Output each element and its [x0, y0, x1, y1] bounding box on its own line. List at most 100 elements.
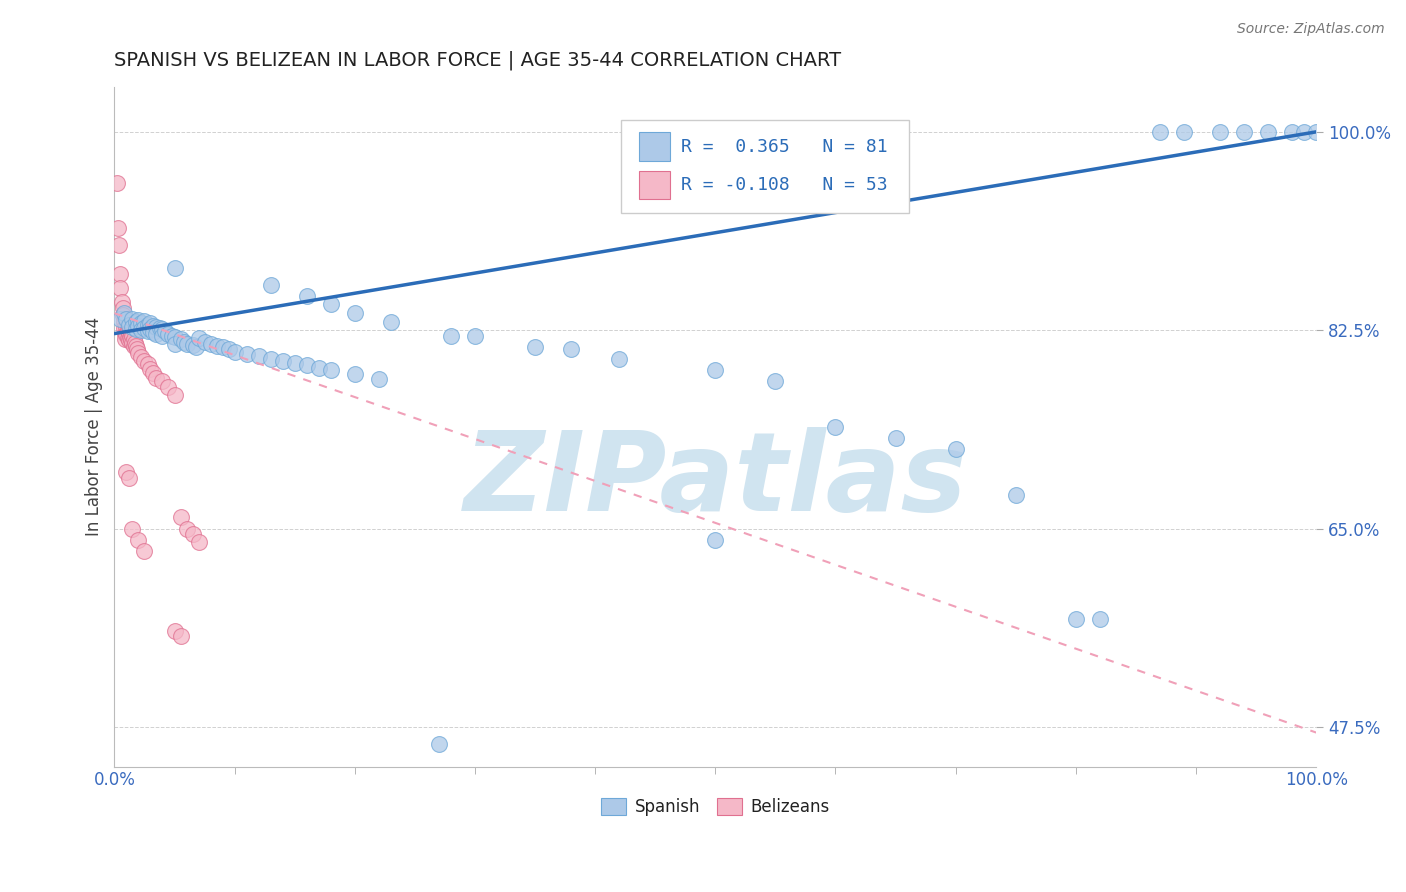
Point [284, 356, 307, 370]
Point [134, 321, 156, 335]
Point [127, 346, 149, 360]
Point [136, 357, 159, 371]
Point [134, 353, 156, 368]
Point [884, 431, 907, 445]
Point [200, 336, 222, 351]
Point [824, 419, 846, 434]
Point [187, 535, 209, 549]
Point [163, 336, 186, 351]
Point [176, 522, 198, 536]
Point [110, 267, 132, 281]
Point [115, 319, 138, 334]
Point [560, 343, 582, 357]
Point [152, 374, 174, 388]
Point [129, 317, 152, 331]
Point [295, 359, 318, 373]
Text: R = -0.108   N = 53: R = -0.108 N = 53 [682, 176, 889, 194]
Point [136, 324, 159, 338]
Point [118, 319, 141, 334]
Point [118, 470, 141, 484]
Point [1064, 612, 1087, 626]
Point [218, 343, 240, 357]
Point [945, 442, 967, 457]
Legend: Spanish, Belizeans: Spanish, Belizeans [595, 791, 837, 822]
Point [129, 323, 152, 337]
Point [1305, 125, 1327, 139]
Point [142, 366, 165, 380]
Text: ZIPatlas: ZIPatlas [464, 427, 967, 534]
Point [380, 315, 402, 329]
Point [152, 322, 174, 336]
Point [149, 321, 172, 335]
Point [139, 361, 162, 376]
Point [235, 347, 257, 361]
Point [114, 332, 136, 346]
Point [224, 344, 246, 359]
Text: Source: ZipAtlas.com: Source: ZipAtlas.com [1237, 22, 1385, 37]
Point [163, 330, 186, 344]
Point [607, 351, 630, 366]
Point [145, 319, 167, 334]
Point [319, 297, 342, 311]
Point [181, 338, 204, 352]
Point [1209, 125, 1232, 139]
Point [124, 335, 146, 350]
Point [121, 319, 143, 334]
Point [1294, 125, 1316, 139]
Point [169, 332, 191, 346]
Point [111, 294, 134, 309]
Point [1233, 125, 1256, 139]
Point [211, 340, 233, 354]
Point [319, 363, 342, 377]
Point [129, 351, 152, 365]
Point [181, 527, 204, 541]
Point [763, 374, 786, 388]
Point [1149, 125, 1171, 139]
Point [134, 314, 156, 328]
Point [247, 349, 270, 363]
Text: R =  0.365   N = 81: R = 0.365 N = 81 [682, 137, 889, 155]
Point [117, 324, 139, 338]
Point [118, 330, 141, 344]
Point [139, 317, 162, 331]
Point [187, 331, 209, 345]
Point [259, 277, 281, 292]
Point [112, 306, 135, 320]
Point [427, 737, 450, 751]
Point [145, 326, 167, 341]
Point [464, 329, 486, 343]
Point [271, 353, 294, 368]
Point [139, 322, 162, 336]
Point [127, 343, 149, 357]
Point [343, 306, 366, 320]
Point [118, 318, 141, 332]
Point [117, 331, 139, 345]
Point [110, 311, 132, 326]
Point [121, 522, 143, 536]
Point [107, 221, 129, 235]
Point [118, 326, 141, 341]
Point [343, 368, 366, 382]
Point [118, 334, 141, 348]
Point [152, 329, 174, 343]
Point [1281, 125, 1303, 139]
Point [121, 335, 143, 350]
Point [1004, 487, 1026, 501]
Point [163, 624, 186, 638]
Point [115, 311, 138, 326]
Point [120, 326, 142, 341]
Point [153, 324, 176, 338]
Point [121, 329, 143, 343]
Point [308, 360, 330, 375]
Point [145, 371, 167, 385]
Point [115, 465, 138, 479]
Point [117, 318, 139, 332]
Point [125, 322, 148, 336]
Point [120, 334, 142, 348]
Point [125, 315, 148, 329]
Point [108, 238, 131, 252]
Point [115, 311, 138, 326]
Point [142, 318, 165, 333]
Point [122, 339, 145, 353]
Point [110, 281, 132, 295]
